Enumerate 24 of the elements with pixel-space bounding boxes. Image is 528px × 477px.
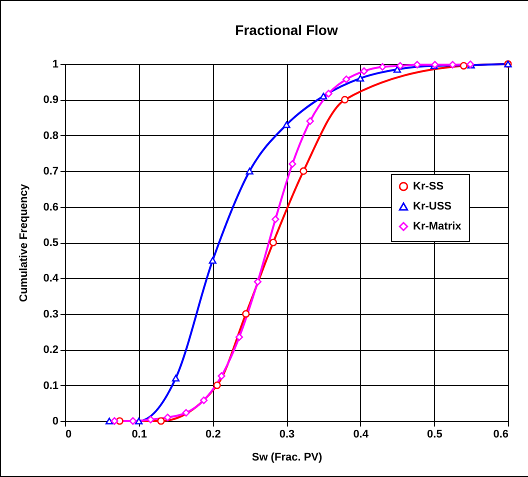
x-tick-label: 0	[66, 428, 72, 440]
y-tick-label: 0.3	[43, 308, 58, 320]
y-tick-label: 0.4	[43, 272, 60, 285]
x-tick-label: 0.6	[493, 428, 508, 440]
y-tick-label: 0.6	[43, 201, 58, 214]
y-tick-label: 0.2	[43, 344, 58, 356]
y-tick-label: 0.9	[43, 94, 58, 106]
x-tick-label: 0.5	[427, 428, 442, 440]
y-tick-label: 0.1	[43, 380, 58, 392]
x-tick-label: 0.1	[132, 428, 147, 440]
chart-title: Fractional Flow	[235, 22, 338, 38]
y-tick-label: 1	[52, 58, 58, 70]
y-axis-title: Cumulative Frequency	[18, 183, 30, 302]
legend-label: Kr-USS	[413, 200, 452, 212]
y-tick-label: 0	[52, 416, 58, 428]
y-tick-label: 0.5	[43, 237, 58, 249]
y-tick-label: 0.7	[43, 166, 58, 178]
legend-label: Kr-SS	[413, 180, 444, 192]
x-tick-label: 0.4	[353, 428, 370, 440]
x-tick-label: 0.3	[279, 428, 295, 440]
y-tick-label: 0.8	[43, 130, 58, 142]
x-tick-label: 0.2	[206, 428, 221, 440]
legend-label: Kr-Matrix	[413, 220, 462, 232]
x-axis-title: Sw (Frac. PV)	[252, 452, 322, 464]
